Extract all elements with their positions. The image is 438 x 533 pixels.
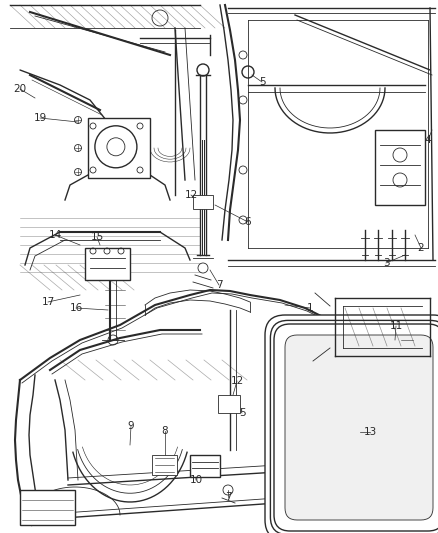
Text: 20: 20 (14, 84, 27, 94)
Bar (218, 395, 240, 413)
Text: 14: 14 (48, 230, 62, 240)
Text: 13: 13 (364, 427, 377, 437)
FancyBboxPatch shape (270, 320, 438, 533)
Text: 10: 10 (190, 475, 202, 485)
Bar (190, 455, 220, 477)
Text: 4: 4 (425, 135, 431, 145)
Text: 7: 7 (225, 492, 231, 502)
Text: 19: 19 (33, 113, 46, 123)
Text: 17: 17 (41, 297, 55, 307)
Text: 12: 12 (184, 190, 198, 200)
Bar (375, 130, 425, 205)
Text: 15: 15 (90, 232, 104, 242)
FancyBboxPatch shape (274, 324, 438, 531)
Text: 1: 1 (307, 303, 313, 313)
Text: 6: 6 (245, 217, 251, 227)
Bar (85, 248, 130, 280)
Bar (193, 195, 213, 209)
Text: 5: 5 (259, 77, 265, 87)
Text: 8: 8 (162, 426, 168, 436)
Text: 5: 5 (239, 408, 245, 418)
FancyBboxPatch shape (265, 315, 438, 533)
Text: 9: 9 (128, 421, 134, 431)
Bar (152, 455, 177, 475)
Text: 12: 12 (230, 376, 244, 386)
Text: 2: 2 (418, 243, 424, 253)
Text: 16: 16 (69, 303, 83, 313)
Text: 3: 3 (383, 258, 389, 268)
FancyBboxPatch shape (285, 335, 433, 520)
Text: 7: 7 (215, 280, 223, 290)
Text: 11: 11 (389, 321, 403, 331)
Bar (20, 490, 75, 525)
Bar (88, 118, 150, 178)
